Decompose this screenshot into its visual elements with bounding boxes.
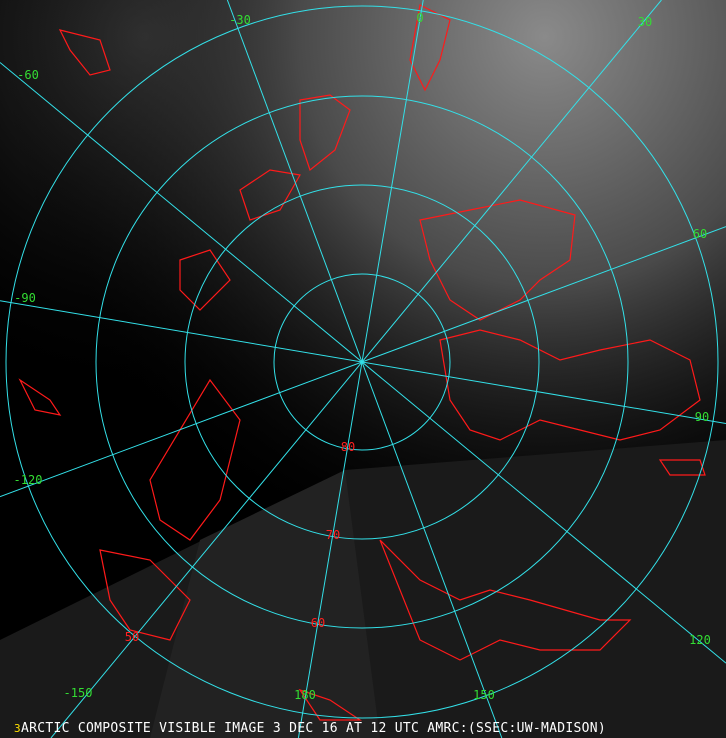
meridian-30	[50, 0, 662, 738]
frame-number: 3	[14, 722, 21, 735]
caption-text: ARCTIC COMPOSITE VISIBLE IMAGE 3 DEC 16 …	[20, 721, 607, 736]
longitude-label: 150	[473, 688, 495, 702]
latitude-label: 70	[326, 528, 340, 542]
meridian-90	[0, 300, 726, 425]
longitude-label: -90	[14, 291, 36, 305]
longitude-label: 90	[695, 410, 709, 424]
latitude-circle-80	[273, 273, 451, 451]
image-caption: 3ARCTIC COMPOSITE VISIBLE IMAGE 3 DEC 16…	[14, 722, 606, 736]
longitude-label: -60	[17, 68, 39, 82]
meridian-60	[0, 226, 726, 498]
longitude-label: -150	[64, 686, 93, 700]
latitude-circle-60	[95, 95, 629, 629]
latitude-circle-70	[184, 184, 540, 540]
longitude-label: -30	[229, 13, 251, 27]
longitude-label: 0	[416, 11, 423, 25]
longitude-label: 60	[693, 227, 707, 241]
longitude-label: -120	[14, 473, 43, 487]
meridian-150	[226, 0, 503, 738]
latitude-label: 60	[311, 616, 325, 630]
latitude-label: 80	[341, 440, 355, 454]
longitude-label: 180	[294, 688, 316, 702]
meridian-120	[0, 62, 726, 664]
longitude-label: 120	[689, 633, 711, 647]
meridian-0	[297, 0, 424, 738]
latitude-circle-50	[5, 5, 719, 719]
latitude-label: 50	[125, 630, 139, 644]
longitude-label: 30	[638, 15, 652, 29]
coastlines	[18, 4, 706, 721]
